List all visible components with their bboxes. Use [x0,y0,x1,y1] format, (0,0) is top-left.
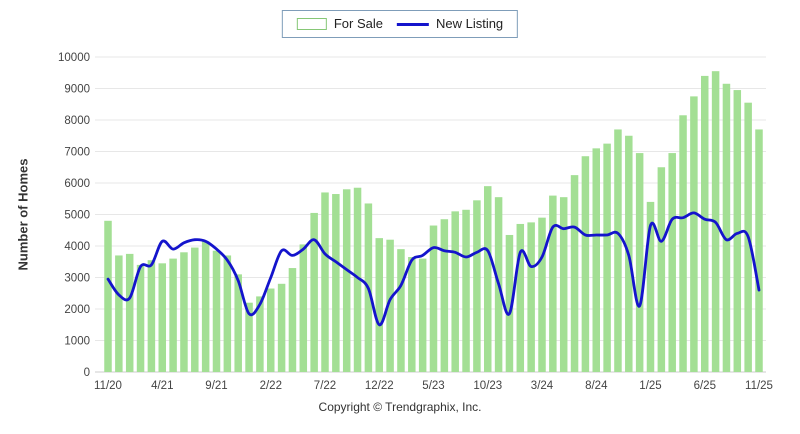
svg-text:0: 0 [84,367,90,379]
for-sale-bar [375,238,383,373]
for-sale-bar [570,175,579,373]
for-sale-bar [635,153,644,372]
svg-text:5/23: 5/23 [422,380,444,392]
for-sale-bar [538,217,546,372]
for-sale-bar [408,257,416,372]
for-sale-bar [353,187,362,372]
for-sale-bar [484,186,492,372]
for-sale-bar [277,283,286,372]
legend-item-new-listing: New Listing [396,16,504,31]
for-sale-bar [147,260,156,372]
for-sale-bar [212,250,221,372]
new-listing-line [106,211,761,327]
for-sale-bar [429,225,438,372]
new-listing-line-icon [396,22,429,26]
svg-text:8/24: 8/24 [585,380,608,392]
for-sale-bar [451,211,459,372]
for-sale-bar [201,241,210,372]
for-sale-bar [125,253,134,373]
svg-text:2/22: 2/22 [260,380,282,392]
svg-text:1/25: 1/25 [639,380,661,392]
for-sale-bar [516,223,525,372]
svg-text:3/24: 3/24 [531,380,554,392]
svg-text:5000: 5000 [64,210,90,222]
chart-legend: For Sale New Listing [281,10,519,38]
for-sale-bar [288,268,297,372]
svg-text:2000: 2000 [64,304,90,316]
for-sale-bar [310,212,318,372]
for-sale-bar [603,143,611,373]
for-sale-bar [267,288,275,372]
for-sale-bar [180,252,188,372]
for-sale-bar [690,96,698,373]
for-sale-swatch-icon [296,18,327,30]
for-sale-bar [386,239,394,372]
for-sale-bar [299,244,308,372]
svg-text:3000: 3000 [64,273,90,285]
for-sale-bar [559,197,568,372]
for-sale-bar [115,255,123,372]
svg-text:1000: 1000 [64,336,90,348]
for-sale-bar [418,258,427,372]
for-sale-bar [397,249,405,372]
svg-text:10/23: 10/23 [473,380,502,392]
y-tick-labels: 0 1000 2000 3000 4000 5000 6000 7000 8000 9000 100… [58,52,90,379]
for-sale-bar [527,222,535,373]
svg-text:11/25: 11/25 [745,380,773,392]
x-tick-labels: 11/20 4/21 9/21 2/22 7/22 12/22 5/23 10/23 3/24 8… [94,380,773,392]
for-sale-bar [701,75,709,373]
for-sale-bar [158,263,166,372]
for-sale-bar [342,189,351,372]
svg-text:6/25: 6/25 [694,380,716,392]
for-sale-bar [332,194,340,372]
for-sale-bar [646,201,655,372]
svg-text:10000: 10000 [58,52,90,64]
for-sale-bar [549,195,557,372]
svg-text:6000: 6000 [64,178,90,190]
for-sale-legend-label: For Sale [333,16,383,31]
copyright-text: Copyright © Trendgraphix, Inc. [318,400,482,414]
for-sale-bar [755,129,763,372]
for-sale-bar [321,192,329,372]
for-sale-bars [104,71,763,373]
for-sale-bar [256,296,264,372]
for-sale-bar [136,264,145,372]
for-sale-bar [679,115,687,372]
for-sale-bar [592,148,600,372]
svg-text:9000: 9000 [64,84,90,96]
for-sale-bar [462,209,470,372]
legend-item-for-sale: For Sale [296,16,383,31]
for-sale-bar [722,83,731,373]
for-sale-bar [234,274,242,372]
svg-text:8000: 8000 [64,115,90,127]
new-listing-legend-label: New Listing [435,16,504,31]
for-sale-bar [473,200,481,372]
for-sale-bar [505,234,514,372]
for-sale-bar [440,219,449,372]
for-sale-bar [733,90,742,372]
for-sale-bar [223,255,232,372]
for-sale-bar [169,258,177,372]
for-sale-bar [668,153,676,372]
for-sale-bar [104,220,112,372]
svg-text:4/21: 4/21 [151,380,173,392]
svg-text:4000: 4000 [64,241,90,253]
svg-text:11/20: 11/20 [94,380,122,392]
y-axis-title: Number of Homes [15,158,31,271]
for-sale-bar [191,247,199,372]
svg-text:7000: 7000 [64,147,90,159]
for-sale-bar [581,156,590,372]
for-sale-bar [657,167,666,372]
svg-text:9/21: 9/21 [205,380,227,392]
svg-text:7/22: 7/22 [314,380,336,392]
for-sale-bar [614,129,622,372]
for-sale-bar [245,302,253,372]
svg-text:12/22: 12/22 [365,380,394,392]
